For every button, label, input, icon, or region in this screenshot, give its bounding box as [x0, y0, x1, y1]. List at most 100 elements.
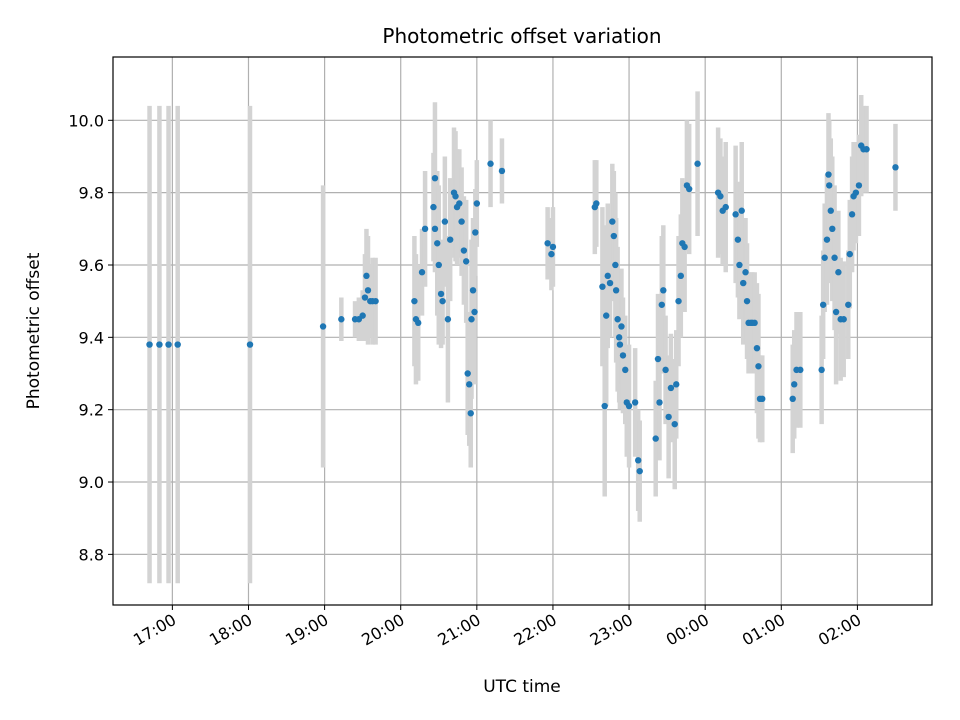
data-point [656, 399, 663, 406]
data-point [845, 301, 852, 308]
data-point [738, 207, 745, 214]
data-point [437, 290, 445, 298]
data-point [825, 171, 832, 178]
y-tick-label: 9.2 [79, 401, 104, 420]
data-point [319, 323, 327, 330]
data-point [892, 164, 899, 171]
data-point [848, 211, 856, 218]
data-point [246, 341, 254, 348]
data-point [619, 352, 627, 359]
x-axis: 17:00 18:00 19:00 20:00 21:00 22:00 23:00 00:00… [130, 605, 864, 650]
data-point [361, 294, 369, 301]
data-point [819, 301, 827, 308]
y-tick-label: 10.0 [68, 111, 104, 130]
data-point [622, 366, 629, 374]
data-point [444, 316, 452, 323]
data-point [458, 218, 465, 225]
grid-lines [113, 57, 932, 605]
data-point [431, 174, 439, 182]
data-point [338, 316, 345, 323]
x-tick-label: 02:00 [815, 610, 864, 650]
data-point [832, 308, 840, 316]
data-point [831, 254, 838, 261]
y-axis-title: Photometric offset [24, 252, 44, 409]
data-point [685, 185, 693, 193]
data-point [835, 269, 842, 276]
data-point [863, 146, 870, 153]
x-tick-label: 17:00 [130, 610, 179, 650]
data-point [604, 272, 611, 280]
data-point [671, 420, 678, 428]
data-point [599, 283, 606, 290]
x-tick-label: 18:00 [206, 610, 255, 650]
data-point [473, 200, 481, 207]
data-point [734, 236, 742, 243]
data-point [446, 236, 454, 243]
data-point [840, 316, 847, 323]
data-point [415, 319, 422, 327]
data-point [673, 381, 680, 388]
data-point [487, 160, 494, 167]
data-point [827, 207, 834, 214]
data-point [452, 193, 459, 200]
data-point [821, 254, 828, 261]
data-points [146, 142, 899, 475]
data-point [441, 218, 449, 225]
data-point [610, 232, 618, 240]
data-point [468, 316, 475, 323]
data-point [616, 341, 624, 348]
data-point [675, 297, 682, 305]
data-point [471, 308, 478, 316]
data-point [462, 258, 470, 265]
x-tick-label: 20:00 [358, 610, 407, 650]
data-point [759, 395, 766, 403]
x-tick-label: 22:00 [511, 610, 560, 650]
data-point [363, 272, 370, 280]
data-point [742, 269, 749, 276]
data-point [469, 287, 477, 294]
x-tick-label: 23:00 [587, 610, 636, 650]
y-tick-label: 8.8 [79, 545, 104, 564]
x-tick-label: 21:00 [434, 610, 483, 650]
data-point [625, 402, 633, 410]
data-point [677, 272, 685, 280]
data-point [654, 355, 662, 363]
data-point [421, 225, 429, 233]
data-point [852, 189, 860, 196]
data-point [146, 341, 153, 348]
data-point [797, 366, 804, 374]
data-point [631, 399, 639, 406]
data-point [846, 250, 853, 258]
data-point [548, 250, 555, 258]
data-point [431, 225, 439, 233]
y-axis: 8.8 9.0 9.2 9.4 9.6 9.8 10.0 [68, 111, 113, 564]
data-point [439, 297, 446, 305]
data-point [826, 182, 833, 189]
data-point [549, 243, 557, 251]
data-point [823, 236, 831, 243]
data-point [609, 218, 616, 225]
data-point [464, 370, 471, 377]
data-point [593, 200, 600, 207]
data-point [174, 341, 181, 348]
data-point [722, 203, 729, 211]
data-point [818, 366, 825, 374]
data-point [615, 334, 623, 341]
y-tick-label: 9.0 [79, 473, 104, 492]
plot-frame [112, 56, 933, 606]
data-point [662, 366, 669, 374]
data-point [372, 297, 379, 305]
data-point [460, 247, 468, 254]
data-point [740, 279, 747, 287]
data-point [667, 384, 675, 392]
data-point [614, 316, 621, 323]
data-point [694, 160, 701, 167]
data-point [472, 229, 479, 236]
data-point [165, 341, 172, 348]
data-point [612, 287, 620, 294]
data-point [652, 435, 659, 442]
data-point [359, 312, 366, 319]
data-point [751, 319, 758, 327]
data-point [634, 457, 642, 464]
data-point [498, 167, 506, 175]
